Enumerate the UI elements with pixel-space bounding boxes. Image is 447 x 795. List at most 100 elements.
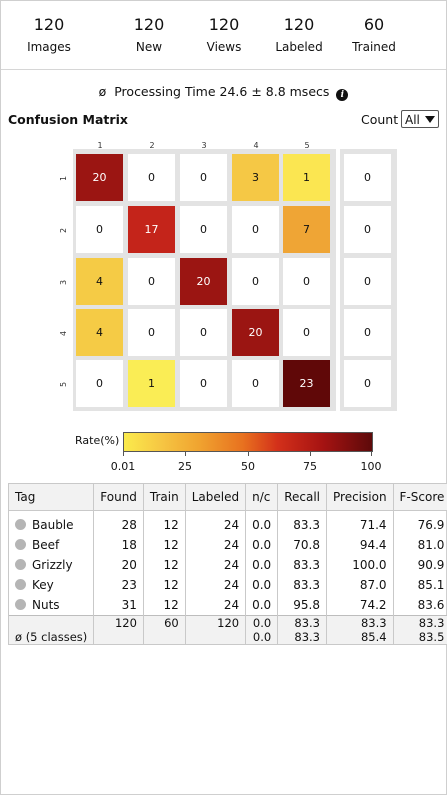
legend-tick-mark	[123, 452, 124, 456]
value-cell: 0.0	[245, 555, 279, 575]
table-header-row: Tag Found Train Labeled n/c Recall Precision F-…	[7, 483, 447, 511]
tag-cell: Grizzly	[7, 555, 95, 575]
matrix-cell[interactable]: 20	[76, 154, 123, 201]
matrix-cell[interactable]: 0	[232, 206, 279, 253]
stat-trained: 60 Trained	[329, 15, 419, 54]
tag-cell: Bauble	[7, 510, 95, 535]
rate-color-scale	[123, 432, 373, 452]
tag-cell: Beef	[7, 535, 95, 555]
stat-label: Labeled	[275, 40, 323, 54]
tag-cell: Key	[7, 575, 95, 595]
column-header: 2	[149, 141, 155, 150]
unassigned-cell[interactable]: 0	[344, 206, 391, 253]
value-cell: 12	[142, 535, 186, 555]
row-header: 3	[59, 279, 69, 286]
matrix-cell[interactable]: 0	[128, 309, 175, 356]
count-label: Count	[361, 112, 399, 127]
average-row: ø (5 classes) 0.0 83.3 85.4 83.5	[7, 630, 447, 645]
row-header: 2	[59, 227, 69, 234]
matrix-cell[interactable]: 0	[180, 154, 227, 201]
matrix-cell[interactable]: 20	[180, 258, 227, 305]
unassigned-cell[interactable]: 0	[344, 154, 391, 201]
table-row[interactable]: Bauble 28 12 24 0.0 83.3 71.4 76.9	[7, 510, 447, 535]
matrix-cell[interactable]: 23	[283, 360, 330, 407]
value-cell: 83.3	[277, 575, 327, 595]
average-symbol: ø	[98, 84, 107, 99]
table-row[interactable]: Grizzly 20 12 24 0.0 83.3 100.0 90.9	[7, 555, 447, 575]
processing-time-text: Processing Time 24.6 ± 8.8 msecs	[114, 84, 330, 99]
column-header-tag[interactable]: Tag	[7, 483, 95, 511]
totals-cell: 83.3	[392, 615, 447, 630]
column-header-train[interactable]: Train	[142, 483, 186, 511]
matrix-cell[interactable]: 0	[180, 309, 227, 356]
column-header-labeled[interactable]: Labeled	[184, 483, 247, 511]
legend-tick-mark	[248, 452, 249, 456]
metrics-table: Tag Found Train Labeled n/c Recall Precision F-…	[7, 483, 447, 645]
matrix-cell[interactable]: 1	[283, 154, 330, 201]
totals-cell: 120	[93, 615, 144, 630]
unassigned-cell[interactable]: 0	[344, 309, 391, 356]
column-header-found[interactable]: Found	[93, 483, 144, 511]
matrix-cell[interactable]: 0	[180, 360, 227, 407]
average-cell: 83.5	[392, 630, 447, 645]
matrix-cell[interactable]: 20	[232, 309, 279, 356]
matrix-cell[interactable]: 0	[76, 206, 123, 253]
value-cell: 83.6	[392, 595, 447, 616]
matrix-cell[interactable]: 17	[128, 206, 175, 253]
value-cell: 0.0	[245, 510, 279, 535]
column-header: 1	[97, 141, 103, 150]
stat-label: Images	[27, 40, 71, 54]
stat-new: 120 New	[104, 15, 194, 54]
matrix-cell[interactable]: 0	[283, 258, 330, 305]
stat-label: Trained	[352, 40, 396, 54]
unassigned-cell[interactable]: 0	[344, 360, 391, 407]
count-select[interactable]: All	[401, 110, 439, 128]
value-cell: 12	[142, 595, 186, 616]
matrix-cell[interactable]: 0	[128, 154, 175, 201]
value-cell: 71.4	[326, 510, 394, 535]
table-row[interactable]: Beef 18 12 24 0.0 70.8 94.4 81.0	[7, 535, 447, 555]
value-cell: 31	[93, 595, 144, 616]
matrix-cell[interactable]: 0	[232, 258, 279, 305]
caret-down-icon	[425, 116, 435, 123]
value-cell: 12	[142, 510, 186, 535]
value-cell: 24	[184, 510, 247, 535]
tag-name: Grizzly	[32, 558, 73, 572]
matrix-cell[interactable]: 0	[128, 258, 175, 305]
value-cell: 76.9	[392, 510, 447, 535]
matrix-cell[interactable]: 0	[180, 206, 227, 253]
totals-cell: 120	[184, 615, 247, 630]
matrix-cell[interactable]: 0	[76, 360, 123, 407]
table-row[interactable]: Key 23 12 24 0.0 83.3 87.0 85.1	[7, 575, 447, 595]
value-cell: 20	[93, 555, 144, 575]
column-header-precision[interactable]: Precision	[326, 483, 394, 511]
totals-cell: 83.3	[277, 615, 327, 630]
matrix-cell[interactable]: 1	[128, 360, 175, 407]
value-cell: 18	[93, 535, 144, 555]
column-header-n-c[interactable]: n/c	[245, 483, 279, 511]
totals-row: 120 60 120 0.0 83.3 83.3 83.3	[7, 615, 447, 630]
average-cell	[142, 630, 186, 645]
unassigned-cell[interactable]: 0	[344, 258, 391, 305]
matrix-cell[interactable]: 7	[283, 206, 330, 253]
info-icon[interactable]: i	[336, 89, 349, 101]
matrix-cell[interactable]: 3	[232, 154, 279, 201]
value-cell: 24	[184, 595, 247, 616]
matrix-cell[interactable]: 0	[283, 309, 330, 356]
value-cell: 24	[184, 555, 247, 575]
value-cell: 81.0	[392, 535, 447, 555]
legend-tick-label: 0.01	[110, 460, 136, 473]
legend-label: Rate(%)	[75, 434, 120, 447]
table-row[interactable]: Nuts 31 12 24 0.0 95.8 74.2 83.6	[7, 595, 447, 616]
value-cell: 74.2	[326, 595, 394, 616]
value-cell: 94.4	[326, 535, 394, 555]
matrix-cell[interactable]: 4	[76, 309, 123, 356]
value-cell: 83.3	[277, 555, 327, 575]
matrix-cell[interactable]: 4	[76, 258, 123, 305]
column-header-recall[interactable]: Recall	[277, 483, 327, 511]
matrix-cell[interactable]: 0	[232, 360, 279, 407]
stat-views: 120 Views	[179, 15, 269, 54]
column-header-f-score[interactable]: F-Score	[392, 483, 447, 511]
stats-bar: 120 Images 120 New 120 Views 120 Labeled…	[1, 1, 446, 70]
